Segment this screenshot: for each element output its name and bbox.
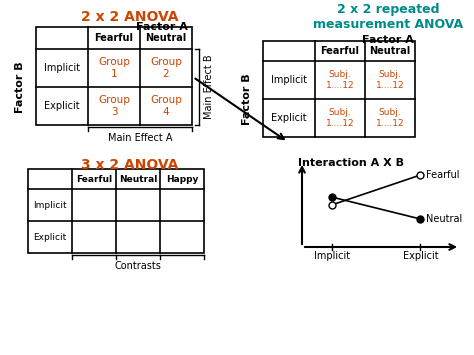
Text: Fearful: Fearful	[76, 175, 112, 184]
Text: Neutral: Neutral	[369, 46, 410, 56]
Text: Explicit: Explicit	[33, 233, 67, 241]
Text: Interaction A X B: Interaction A X B	[298, 158, 404, 168]
Text: Fearful: Fearful	[427, 170, 460, 180]
Text: Implicit: Implicit	[33, 201, 67, 209]
Text: Main Effect B: Main Effect B	[204, 55, 214, 119]
Text: Group
3: Group 3	[98, 95, 130, 117]
Text: 2 x 2 ANOVA: 2 x 2 ANOVA	[81, 10, 179, 24]
Text: Group
4: Group 4	[150, 95, 182, 117]
Text: Subj.
1....12: Subj. 1....12	[376, 70, 404, 90]
Text: Subj.
1....12: Subj. 1....12	[376, 108, 404, 128]
Text: Factor B: Factor B	[15, 61, 25, 113]
Text: Neutral: Neutral	[146, 33, 187, 43]
Text: Subj.
1....12: Subj. 1....12	[326, 70, 354, 90]
Text: Happy: Happy	[166, 175, 198, 184]
Text: Group
1: Group 1	[98, 57, 130, 79]
Text: Fearful: Fearful	[94, 33, 134, 43]
Text: 2 x 2 repeated
measurement ANOVA: 2 x 2 repeated measurement ANOVA	[313, 3, 463, 31]
Text: Implicit: Implicit	[271, 75, 307, 85]
Text: Subj.
1....12: Subj. 1....12	[326, 108, 354, 128]
Bar	[263, 41, 415, 137]
Text: 3 x 2 ANOVA: 3 x 2 ANOVA	[82, 158, 179, 172]
Bar	[36, 27, 192, 125]
Text: Neutral: Neutral	[427, 214, 463, 224]
Text: Contrasts: Contrasts	[115, 261, 162, 271]
Text: Factor A: Factor A	[362, 35, 414, 45]
Text: Factor A: Factor A	[136, 22, 188, 32]
Text: Implicit: Implicit	[44, 63, 80, 73]
Text: Fearful: Fearful	[320, 46, 359, 56]
Text: Implicit: Implicit	[313, 251, 350, 261]
Text: Main Effect A: Main Effect A	[108, 133, 172, 143]
Text: Explicit: Explicit	[44, 101, 80, 111]
Bar	[28, 169, 204, 253]
Text: Neutral: Neutral	[119, 175, 157, 184]
Text: Factor B: Factor B	[242, 73, 252, 125]
Text: Group
2: Group 2	[150, 57, 182, 79]
Text: Explicit: Explicit	[402, 251, 438, 261]
Text: Explicit: Explicit	[271, 113, 307, 123]
